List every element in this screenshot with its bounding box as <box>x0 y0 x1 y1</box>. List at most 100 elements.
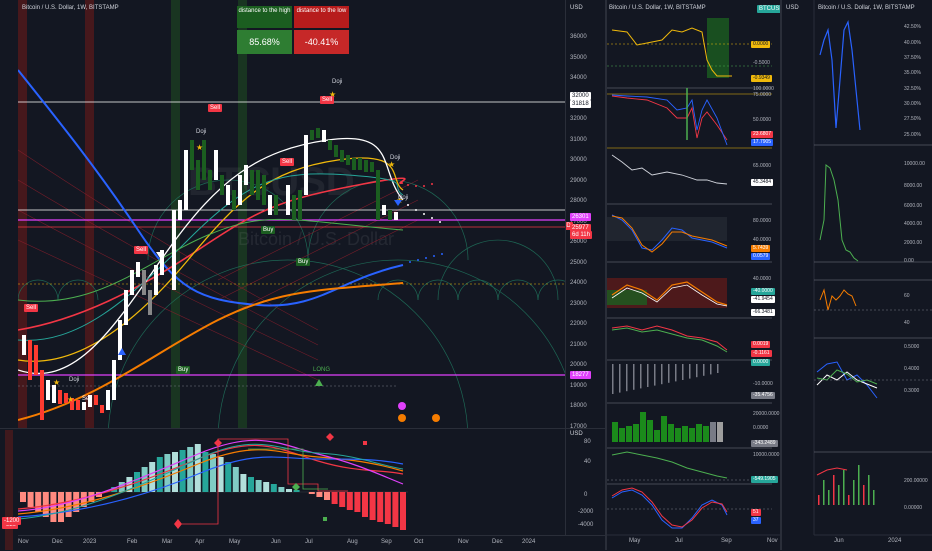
oscillator-bar <box>172 452 178 492</box>
histogram-bar <box>626 364 628 392</box>
indicator-value-tag: 0.0019 <box>751 341 771 348</box>
oscillator-bar <box>240 474 247 492</box>
indicator-column-3[interactable]: USD Bitcoin / U.S. Dollar, 1W, BITSTAMP … <box>782 0 932 550</box>
col3-axis-tick: 0.00000 <box>904 505 923 511</box>
time-axis-tick: 2023 <box>83 539 97 545</box>
oscillator-axis-tick: 40 <box>584 459 591 465</box>
distance-low-value: -40.41% <box>294 30 349 54</box>
currency-label: USD <box>570 5 583 11</box>
time-axis-tick: Aug <box>347 539 358 545</box>
long-label: LONG <box>313 367 331 373</box>
indicator-value-tag: -549.1905 <box>751 476 778 483</box>
indicator-column-2[interactable]: Bitcoin / U.S. Dollar, 1W, BITSTAMP BTCU… <box>607 0 780 550</box>
histogram-bar <box>640 364 642 389</box>
indicator-value-tag: 80.0000 <box>753 218 772 224</box>
oscillator-pane[interactable] <box>18 429 565 535</box>
price-axis[interactable]: USD 360003500034000330003200031000300002… <box>565 0 606 428</box>
col3-bar <box>818 495 820 505</box>
oscillator-bar <box>362 492 368 517</box>
col3-axis-tick: 2000.00 <box>904 240 923 246</box>
time-axis-tick: Jun <box>271 539 281 545</box>
histogram-bar <box>612 364 614 394</box>
mini-title-1[interactable]: Bitcoin / U.S. Dollar, 1W, BITSTAMP <box>609 5 706 11</box>
price-axis-tick: 27000 <box>570 218 587 225</box>
oscillator-bar <box>35 492 42 512</box>
mini-title-2[interactable]: Bitcoin / U.S. Dollar, 1W, BITSTAMP <box>818 5 915 11</box>
indicator-value-tag: -35.4756 <box>751 392 775 399</box>
col3-axis-tick: 60 <box>904 293 910 299</box>
price-axis-tick: 29000 <box>570 177 587 184</box>
time-axis-tick: Dec <box>492 539 503 545</box>
oscillator-bar <box>187 447 194 492</box>
volume-bar <box>668 424 674 442</box>
histogram-bar <box>696 364 698 378</box>
oscillator-bar <box>65 492 72 517</box>
indicator-value-tag: -10.0000 <box>753 381 773 387</box>
event-icon[interactable] <box>398 414 406 422</box>
col3-axis-tick: 6000.00 <box>904 203 923 209</box>
sell-signal-label: Sell <box>320 96 335 104</box>
time-axis-tick: Apr <box>195 539 205 545</box>
oscillator-bar <box>369 492 376 520</box>
oscillator-axis-tick: 80 <box>584 439 591 445</box>
time-axis-tick: Mar <box>162 539 173 545</box>
svg-text:★: ★ <box>196 143 203 152</box>
col3-time-tick: Jun <box>834 538 844 544</box>
symbol-title[interactable]: Bitcoin / U.S. Dollar, 1W, BITSTAMP <box>22 5 119 11</box>
oscillator-bar <box>202 452 209 492</box>
time-axis[interactable]: Nov Dec 2023 Feb Mar Apr May Jun Jul Aug Sep Oct Nov… <box>18 535 605 551</box>
volume-bar <box>703 426 709 442</box>
indicator-value-tag: 100.0000 <box>753 86 774 92</box>
col3-bar <box>868 475 870 505</box>
volume-bar <box>619 428 625 442</box>
oscillator-axis[interactable]: USD 12008004000-400-80080400-2000-4000 1… <box>565 429 606 535</box>
distance-low-label: distance to the low <box>294 6 349 28</box>
oscillator-bar <box>80 492 87 507</box>
distance-high-label: distance to the high <box>237 6 292 28</box>
candles <box>22 128 398 420</box>
oscillator-bar <box>270 484 277 492</box>
indicator-value-tag: 40.0000 <box>753 237 772 243</box>
col3-bar <box>828 490 830 505</box>
oscillator-bar <box>20 492 26 502</box>
oscillator-bar <box>210 454 216 492</box>
event-icon[interactable] <box>398 402 406 410</box>
oscillator-bar <box>225 462 232 492</box>
price-axis-tick: 30000 <box>570 157 587 163</box>
oscillator-bar <box>346 492 353 510</box>
indicator-value-tag: -0.1161 <box>751 350 772 357</box>
oscillator-bar <box>58 492 64 522</box>
col3-time-tick: 2024 <box>888 538 902 544</box>
price-tag: 6d 11h <box>570 231 592 239</box>
price-axis-tick: 21000 <box>570 341 587 348</box>
event-icon[interactable] <box>432 414 440 422</box>
price-axis-tick: 25000 <box>570 259 587 266</box>
doji-label: Doji <box>390 155 401 161</box>
histogram-bar <box>717 364 719 373</box>
price-axis-tick: 17000 <box>570 423 587 429</box>
price-axis-tick: 22000 <box>570 321 587 327</box>
oscillator-bar <box>278 487 285 492</box>
histogram-bar <box>710 364 712 375</box>
svg-text:★: ★ <box>388 160 395 169</box>
symbol-tag: BTCUSD <box>757 5 780 13</box>
indicator-value-tag: 65.0000 <box>753 163 772 169</box>
price-axis-tick: 23000 <box>570 300 587 307</box>
buy-signal-label: Buy <box>261 226 276 234</box>
doji-label: Doji <box>196 129 207 135</box>
oscillator-bar <box>316 492 323 497</box>
volume-bar <box>633 424 639 442</box>
oscillator-bar <box>308 492 315 494</box>
indicator-value-tag: -66.3481 <box>751 309 775 316</box>
col3-bar <box>823 480 825 505</box>
volume-bar <box>682 426 688 442</box>
oscillator-bar <box>384 492 391 524</box>
price-tag: 32000 <box>570 92 591 100</box>
volume-bar <box>689 428 695 442</box>
sell-signal-label: Sell <box>24 304 39 312</box>
col3-svg <box>813 0 932 536</box>
col3-bar <box>858 465 860 505</box>
main-price-pane[interactable]: BTCUSD Bitcoin / U.S. Dollar <box>18 0 565 428</box>
col3-bar <box>853 480 855 505</box>
oscillator-axis-tick: -2000 <box>578 509 594 515</box>
